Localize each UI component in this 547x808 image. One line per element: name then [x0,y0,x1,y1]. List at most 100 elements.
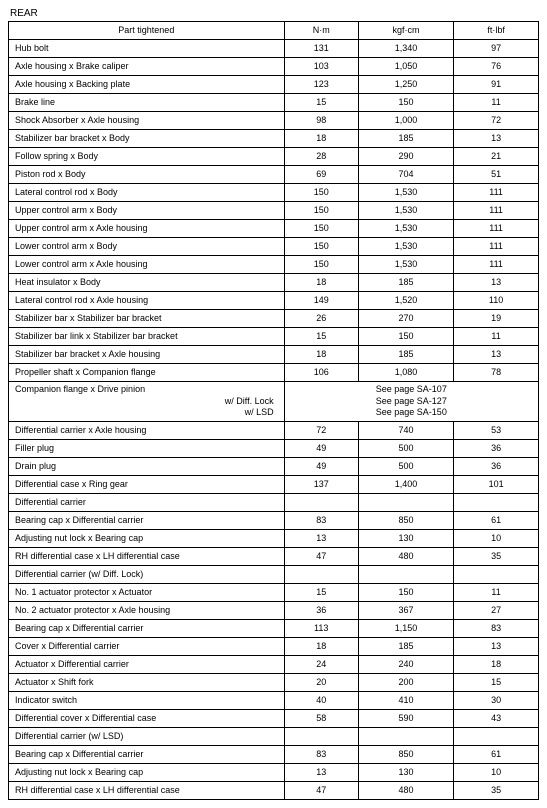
table-row: Drain plug4950036 [9,458,539,476]
cell-nm: 18 [284,638,358,656]
cell-nm: 18 [284,346,358,364]
table-row: Actuator x Shift fork2020015 [9,674,539,692]
cell-ft: 13 [454,638,539,656]
cell-part: Follow spring x Body [9,148,285,166]
cell-kgf: 1,400 [358,476,453,494]
cell-nm: 103 [284,58,358,76]
table-see-row: Companion flange x Drive pinionw/ Diff. … [9,382,539,422]
table-row: Stabilizer bar bracket x Body1818513 [9,130,539,148]
cell-ft: 30 [454,692,539,710]
cell-kgf: 1,530 [358,238,453,256]
cell-ft: 111 [454,202,539,220]
cell-ft: 111 [454,238,539,256]
cell-nm: 150 [284,256,358,274]
cell-ft: 61 [454,746,539,764]
cell-ft: 10 [454,530,539,548]
cell-part: Lower control arm x Axle housing [9,256,285,274]
cell-nm: 15 [284,94,358,112]
cell-part: Stabilizer bar bracket x Body [9,130,285,148]
cell-nm: 49 [284,458,358,476]
cell-nm [284,494,358,512]
cell-part: Upper control arm x Axle housing [9,220,285,238]
cell-part: Upper control arm x Body [9,202,285,220]
cell-nm: 72 [284,422,358,440]
table-row: Brake line1515011 [9,94,539,112]
cell-kgf: 130 [358,764,453,782]
cell-kgf: 150 [358,584,453,602]
cell-kgf: 1,530 [358,202,453,220]
table-row: Cover x Differential carrier1818513 [9,638,539,656]
cell-ft: 111 [454,184,539,202]
cell-kgf: 1,080 [358,364,453,382]
col-header-kgf: kgf·cm [358,22,453,40]
cell-ft: 35 [454,548,539,566]
cell-ft: 13 [454,346,539,364]
table-row: Stabilizer bar bracket x Axle housing181… [9,346,539,364]
cell-kgf: 1,530 [358,256,453,274]
cell-kgf: 1,050 [358,58,453,76]
cell-nm: 83 [284,746,358,764]
cell-part: Lateral control rod x Axle housing [9,292,285,310]
cell-ft: 61 [454,512,539,530]
cell-ft [454,494,539,512]
table-row: Adjusting nut lock x Bearing cap1313010 [9,764,539,782]
table-row: Axle housing x Brake caliper1031,05076 [9,58,539,76]
table-row: Follow spring x Body2829021 [9,148,539,166]
cell-kgf: 185 [358,274,453,292]
table-row: Indicator switch4041030 [9,692,539,710]
cell-kgf: 290 [358,148,453,166]
cell-nm: 28 [284,148,358,166]
cell-ft: 13 [454,130,539,148]
cell-kgf: 240 [358,656,453,674]
cell-part: No. 2 actuator protector x Axle housing [9,602,285,620]
cell-kgf: 200 [358,674,453,692]
cell-kgf: 740 [358,422,453,440]
table-row: Upper control arm x Axle housing1501,530… [9,220,539,238]
col-header-nm: N·m [284,22,358,40]
cell-kgf: 185 [358,130,453,148]
table-row: Differential carrier x Axle housing72740… [9,422,539,440]
cell-nm: 98 [284,112,358,130]
cell-part: Bearing cap x Differential carrier [9,512,285,530]
col-header-part: Part tightened [9,22,285,40]
table-row: Lower control arm x Body1501,530111 [9,238,539,256]
table-row: Bearing cap x Differential carrier838506… [9,512,539,530]
cell-kgf: 367 [358,602,453,620]
table-row: Adjusting nut lock x Bearing cap1313010 [9,530,539,548]
cell-ft: 78 [454,364,539,382]
cell-part: Adjusting nut lock x Bearing cap [9,530,285,548]
cell-part: Indicator switch [9,692,285,710]
cell-kgf: 1,520 [358,292,453,310]
table-row: Bearing cap x Differential carrier838506… [9,746,539,764]
table-row: RH differential case x LH differential c… [9,548,539,566]
cell-ft [454,566,539,584]
cell-part: Actuator x Shift fork [9,674,285,692]
cell-ft: 13 [454,274,539,292]
cell-nm: 49 [284,440,358,458]
cell-nm: 20 [284,674,358,692]
cell-ft: 91 [454,76,539,94]
cell-ft: 72 [454,112,539,130]
cell-kgf: 590 [358,710,453,728]
cell-ft: 19 [454,310,539,328]
cell-ft: 53 [454,422,539,440]
cell-ft: 11 [454,94,539,112]
cell-part: Propeller shaft x Companion flange [9,364,285,382]
cell-kgf: 410 [358,692,453,710]
table-row: Actuator x Differential carrier2424018 [9,656,539,674]
cell-part: Shock Absorber x Axle housing [9,112,285,130]
cell-nm: 24 [284,656,358,674]
cell-nm: 150 [284,220,358,238]
cell-ft: 36 [454,440,539,458]
cell-part: Cover x Differential carrier [9,638,285,656]
cell-part: Bearing cap x Differential carrier [9,620,285,638]
table-row: Lateral control rod x Body1501,530111 [9,184,539,202]
cell-ft: 36 [454,458,539,476]
cell-ft: 43 [454,710,539,728]
cell-ft: 111 [454,220,539,238]
table-row: Propeller shaft x Companion flange1061,0… [9,364,539,382]
cell-nm: 40 [284,692,358,710]
cell-part: Stabilizer bar link x Stabilizer bar bra… [9,328,285,346]
cell-part: Axle housing x Backing plate [9,76,285,94]
table-row: Lower control arm x Axle housing1501,530… [9,256,539,274]
